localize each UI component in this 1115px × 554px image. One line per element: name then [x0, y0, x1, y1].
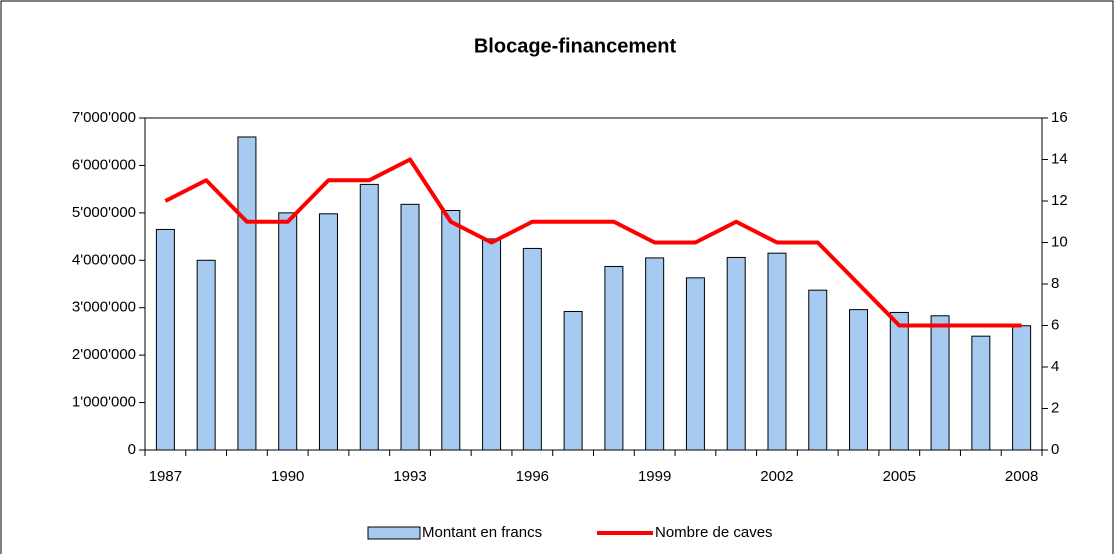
- y2-tick-label: 6: [1051, 316, 1059, 333]
- bar: [196, 259, 216, 451]
- bar: [563, 311, 583, 451]
- y2-tick-label: 12: [1051, 192, 1068, 209]
- x-tick-label: 1987: [149, 468, 182, 485]
- y-tick-label: 2'000'000: [72, 346, 136, 363]
- bar: [930, 315, 950, 451]
- y2-tick-label: 16: [1051, 109, 1068, 126]
- bar: [318, 213, 338, 451]
- y2-tick-label: 0: [1051, 441, 1059, 458]
- y2-tick-label: 10: [1051, 233, 1068, 250]
- bar: [1012, 325, 1032, 451]
- bar: [441, 209, 461, 451]
- x-tick-label: 1999: [638, 468, 671, 485]
- x-tick-label: 1996: [516, 468, 549, 485]
- bar: [971, 335, 991, 451]
- legend-label: Montant en francs: [422, 524, 542, 541]
- x-tick-label: 2005: [883, 468, 916, 485]
- bar: [278, 212, 298, 451]
- y-tick-label: 7'000'000: [72, 109, 136, 126]
- bar: [645, 257, 665, 451]
- bar: [155, 228, 175, 451]
- y2-tick-label: 4: [1051, 358, 1059, 375]
- bar: [482, 238, 502, 451]
- x-tick-label: 1993: [393, 468, 426, 485]
- legend-swatch: [367, 526, 421, 540]
- y-tick-label: 1'000'000: [72, 394, 136, 411]
- bar: [889, 311, 909, 451]
- line: [164, 157, 1022, 328]
- y-tick-label: 4'000'000: [72, 251, 136, 268]
- y2-tick-label: 2: [1051, 399, 1059, 416]
- y2-tick-label: 14: [1051, 150, 1068, 167]
- bar: [400, 203, 420, 451]
- legend-label: Nombre de caves: [655, 524, 773, 541]
- y-tick-label: 3'000'000: [72, 299, 136, 316]
- bar: [767, 252, 787, 451]
- y-tick-label: 6'000'000: [72, 156, 136, 173]
- bar: [522, 247, 542, 451]
- bar: [359, 183, 379, 451]
- bar: [808, 289, 828, 451]
- y-tick-label: 0: [128, 441, 136, 458]
- bar: [685, 277, 705, 451]
- y-tick-label: 5'000'000: [72, 204, 136, 221]
- chart-title: Blocage-financement: [474, 35, 677, 57]
- bar: [237, 136, 257, 451]
- bar: [604, 265, 624, 451]
- x-tick-label: 2002: [760, 468, 793, 485]
- x-tick-label: 1990: [271, 468, 304, 485]
- bar: [849, 309, 869, 451]
- bar: [726, 256, 746, 451]
- x-tick-label: 2008: [1005, 468, 1038, 485]
- y2-tick-label: 8: [1051, 275, 1059, 292]
